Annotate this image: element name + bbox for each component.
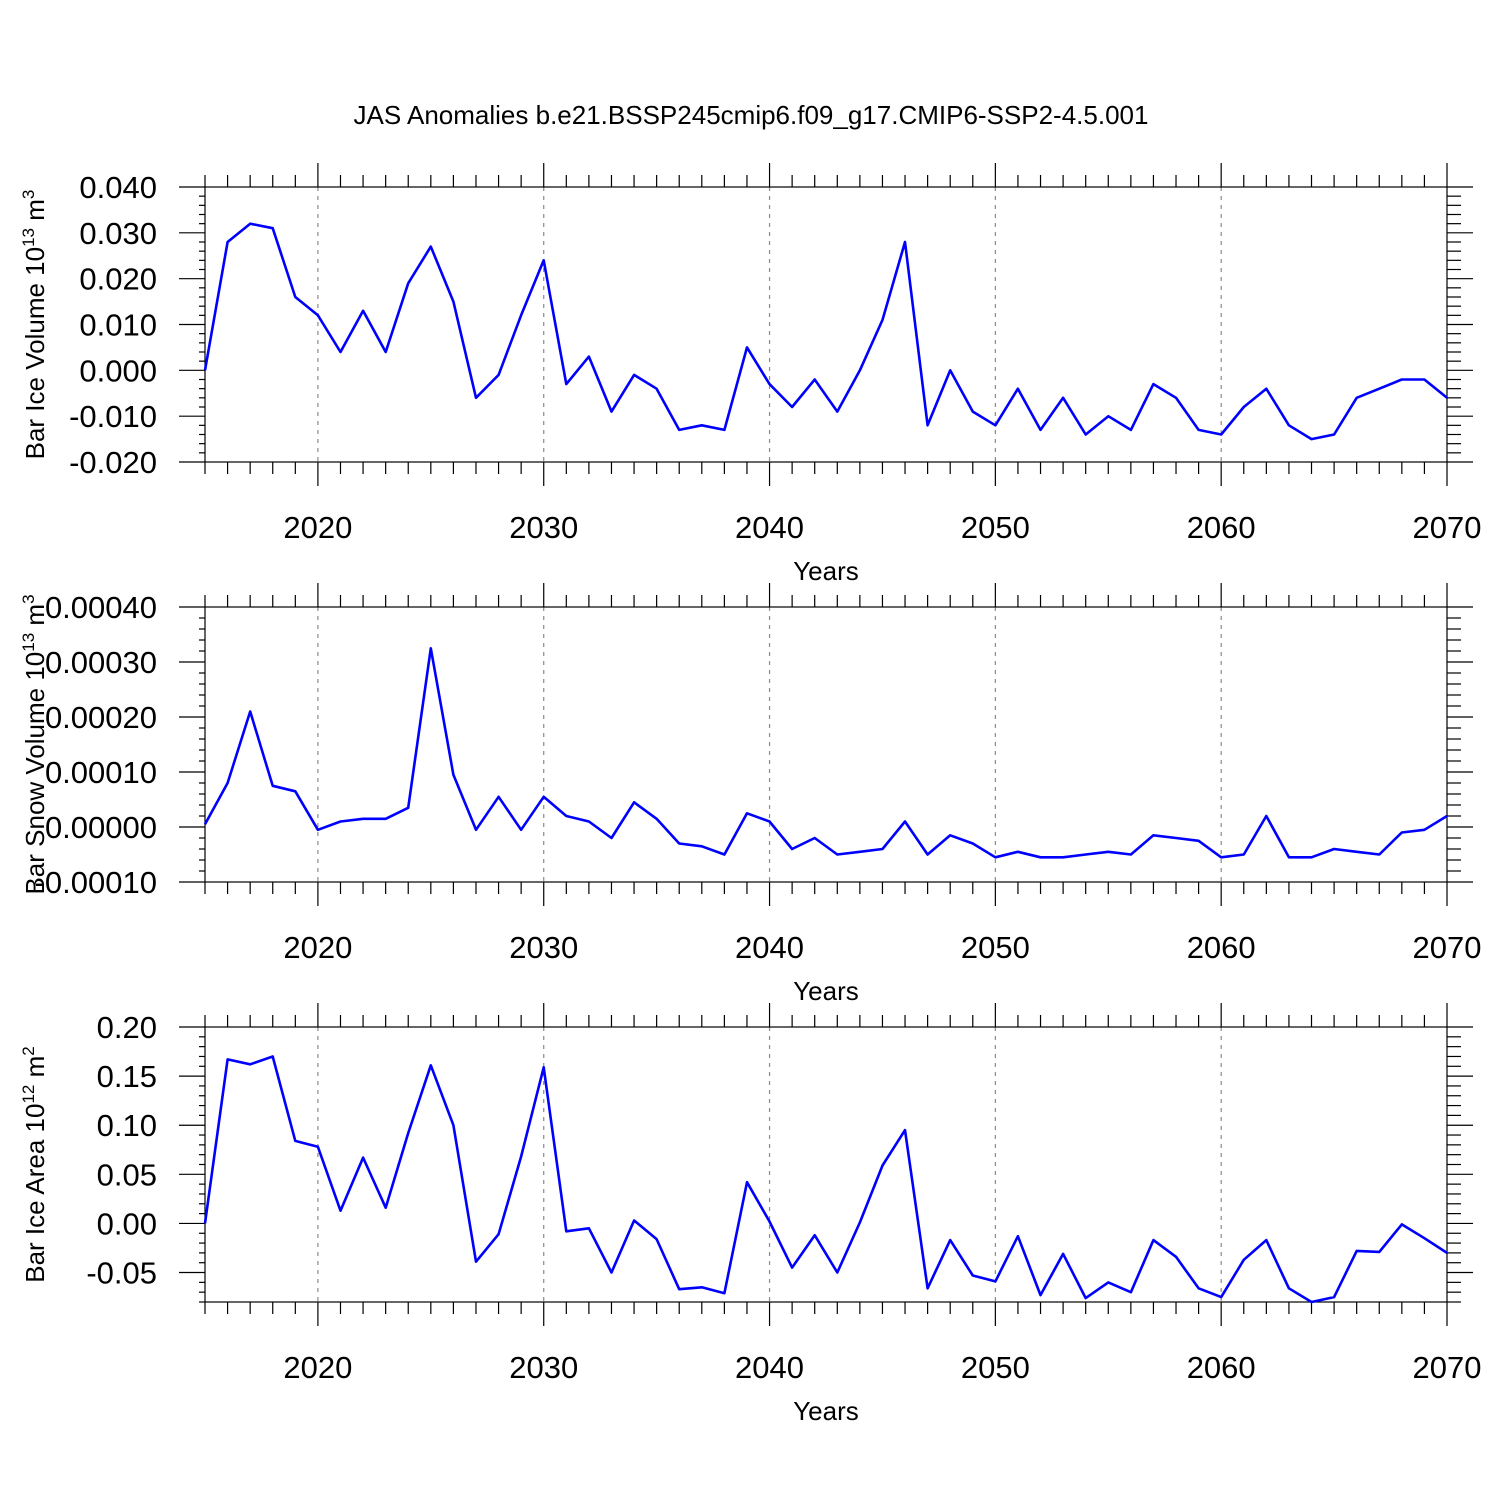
y-tick-label: 0.10 — [97, 1108, 157, 1143]
y-axis-title: Bar Snow Volume 1013 m3 — [19, 594, 50, 894]
x-tick-label: 2050 — [961, 930, 1030, 965]
x-tick-label: 2040 — [735, 510, 804, 545]
y-axis-title: Bar Ice Volume 1013 m3 — [19, 190, 50, 460]
panels-container: -0.020 -0.010 0.000 0.010 0.020 0.030 0.040 202… — [19, 163, 1481, 1426]
x-tick-label: 2070 — [1413, 930, 1482, 965]
x-tick-label: 2050 — [961, 510, 1030, 545]
x-tick-label: 2070 — [1413, 510, 1482, 545]
x-tick-label: 2040 — [735, 930, 804, 965]
y-tick-label: 0.00010 — [45, 755, 157, 790]
series-line — [203, 222, 1448, 441]
x-tick-label: 2050 — [961, 1350, 1030, 1385]
panel-3: -0.05 0.00 0.05 0.10 0.15 0.20 2020 2030 2040 205… — [19, 1003, 1481, 1426]
plot-frame — [204, 606, 1448, 883]
y-tick-label: 0.020 — [79, 262, 157, 297]
x-tick-label: 2040 — [735, 1350, 804, 1385]
y-tick-label: -0.05 — [86, 1256, 157, 1291]
x-tick-label: 2030 — [509, 510, 578, 545]
x-tick-label: 2060 — [1187, 1350, 1256, 1385]
series-line — [203, 646, 1448, 859]
x-axis-title: Years — [793, 976, 859, 1006]
series-line — [203, 1055, 1448, 1304]
x-tick-label: 2020 — [283, 1350, 352, 1385]
y-tick-label: 0.20 — [97, 1010, 157, 1045]
y-tick-label: 0.00040 — [45, 590, 157, 625]
y-axis-title: Bar Ice Area 1012 m2 — [19, 1046, 50, 1283]
y-tick-label: 0.00020 — [45, 700, 157, 735]
x-tick-label: 2070 — [1413, 1350, 1482, 1385]
chart-title: JAS Anomalies b.e21.BSSP245cmip6.f09_g17… — [354, 100, 1149, 130]
x-axis-title: Years — [793, 1396, 859, 1426]
y-tick-label: 0.010 — [79, 308, 157, 343]
y-tick-label: 0.030 — [79, 216, 157, 251]
x-tick-label: 2030 — [509, 930, 578, 965]
y-tick-label: -0.010 — [69, 399, 157, 434]
x-tick-label: 2020 — [283, 930, 352, 965]
x-tick-label: 2060 — [1187, 510, 1256, 545]
x-tick-label: 2020 — [283, 510, 352, 545]
y-tick-label: 0.00000 — [45, 810, 157, 845]
y-tick-label: 0.00 — [97, 1206, 157, 1241]
y-tick-label: -0.020 — [69, 445, 157, 480]
y-tick-label: 0.00030 — [45, 645, 157, 680]
x-tick-label: 2060 — [1187, 930, 1256, 965]
plot-frame — [204, 186, 1448, 463]
x-axis-title: Years — [793, 556, 859, 586]
plot-frame — [204, 1026, 1448, 1303]
x-tick-label: 2030 — [509, 1350, 578, 1385]
y-tick-label: 0.05 — [97, 1157, 157, 1192]
panel-1: -0.020 -0.010 0.000 0.010 0.020 0.030 0.040 202… — [19, 163, 1481, 586]
y-tick-label: -0.00010 — [35, 865, 157, 900]
y-tick-label: 0.040 — [79, 170, 157, 205]
panel-2: -0.00010 0.00000 0.00010 0.00020 0.00030 0.00… — [19, 583, 1481, 1006]
y-tick-label: 0.15 — [97, 1059, 157, 1094]
y-tick-label: 0.000 — [79, 353, 157, 388]
